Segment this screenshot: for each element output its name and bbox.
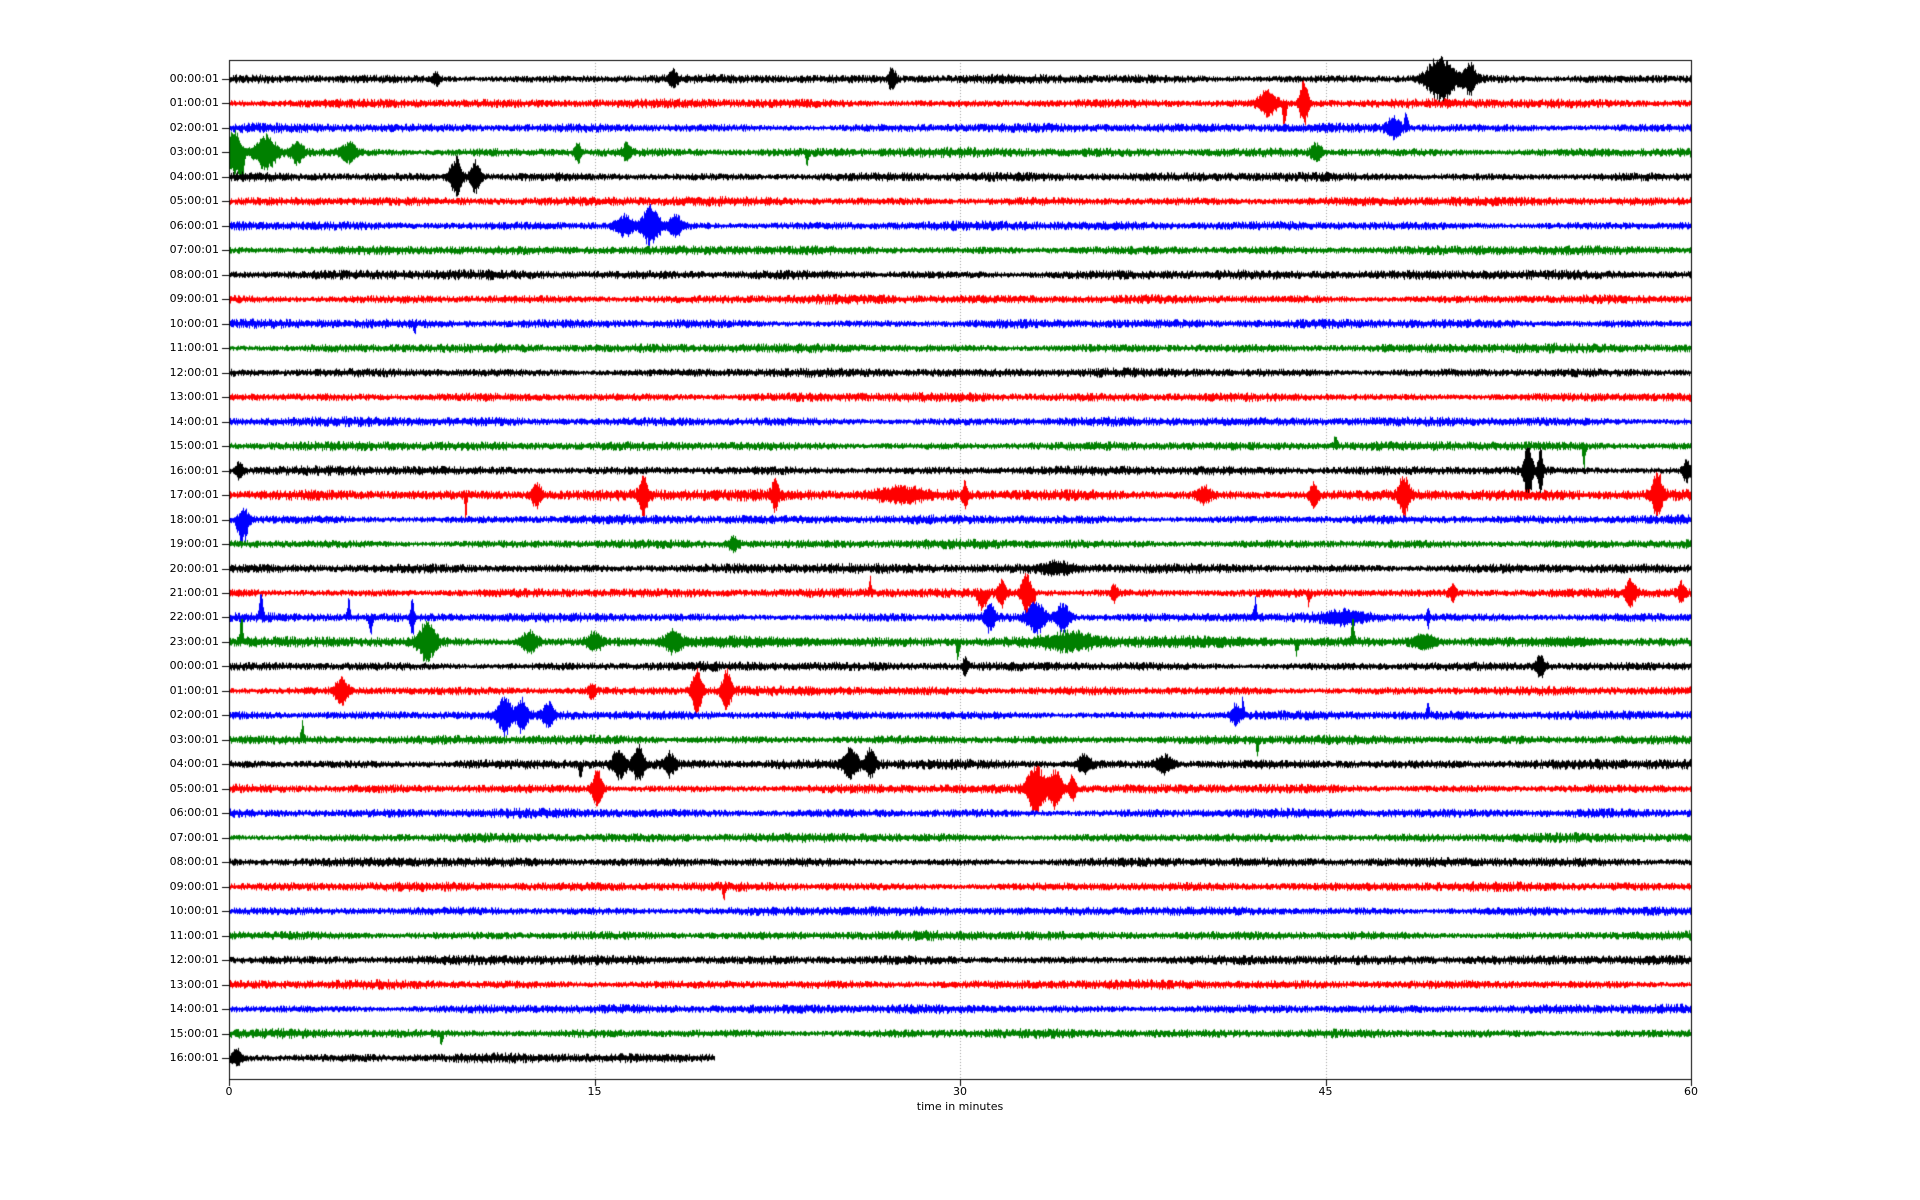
row-time-label: 08:00:01 bbox=[169, 267, 219, 281]
row-time-label: 07:00:01 bbox=[169, 243, 219, 257]
row-time-label: 02:00:01 bbox=[169, 708, 219, 722]
row-time-label: 03:00:01 bbox=[169, 732, 219, 746]
row-time-label: 15:00:01 bbox=[169, 439, 219, 453]
row-time-label: 04:00:01 bbox=[169, 757, 219, 771]
x-tick-label: 0 bbox=[225, 1085, 233, 1098]
row-time-label: 11:00:01 bbox=[169, 341, 219, 355]
row-time-label: 17:00:01 bbox=[169, 488, 219, 502]
row-time-label: 21:00:01 bbox=[169, 585, 219, 599]
row-time-label: 00:00:01 bbox=[169, 72, 219, 85]
row-time-label: 05:00:01 bbox=[169, 781, 219, 795]
row-time-label: 10:00:01 bbox=[169, 904, 219, 918]
x-tick-label: 15 bbox=[587, 1085, 602, 1098]
row-time-label: 14:00:01 bbox=[169, 1002, 219, 1016]
row-time-label: 07:00:01 bbox=[169, 830, 219, 844]
row-time-label: 20:00:01 bbox=[169, 561, 219, 575]
row-time-label: 22:00:01 bbox=[169, 610, 219, 624]
row-time-label: 14:00:01 bbox=[169, 414, 219, 428]
row-time-label: 02:00:01 bbox=[169, 120, 219, 134]
row-time-label: 13:00:01 bbox=[169, 390, 219, 404]
x-axis-label: time in minutes bbox=[916, 1100, 1004, 1113]
row-time-label: 19:00:01 bbox=[169, 537, 219, 551]
row-time-label: 08:00:01 bbox=[169, 855, 219, 869]
x-tick-label: 30 bbox=[953, 1085, 967, 1098]
row-time-label: 06:00:01 bbox=[169, 806, 219, 820]
row-time-label: 06:00:01 bbox=[169, 218, 219, 232]
row-time-label: 01:00:01 bbox=[169, 96, 219, 110]
x-tick-label: 60 bbox=[1684, 1085, 1698, 1098]
row-time-label: 23:00:01 bbox=[169, 634, 219, 648]
row-time-label: 18:00:01 bbox=[169, 512, 219, 526]
row-time-label: 05:00:01 bbox=[169, 194, 219, 208]
row-time-label: 12:00:01 bbox=[169, 953, 219, 967]
row-time-label: 15:00:01 bbox=[169, 1026, 219, 1040]
row-time-label: 13:00:01 bbox=[169, 977, 219, 991]
row-time-label: 03:00:01 bbox=[169, 145, 219, 159]
row-time-label: 04:00:01 bbox=[169, 169, 219, 183]
row-time-label: 01:00:01 bbox=[169, 683, 219, 697]
row-time-label: 16:00:01 bbox=[169, 1051, 219, 1064]
row-time-label: 12:00:01 bbox=[169, 365, 219, 379]
row-time-label: 00:00:01 bbox=[169, 659, 219, 673]
row-time-label: 10:00:01 bbox=[169, 316, 219, 330]
row-time-label: 16:00:01 bbox=[169, 463, 219, 477]
row-time-label: 09:00:01 bbox=[169, 292, 219, 306]
row-time-label: 11:00:01 bbox=[169, 928, 219, 942]
row-time-label: 09:00:01 bbox=[169, 879, 219, 893]
x-tick-label: 45 bbox=[1318, 1085, 1333, 1098]
